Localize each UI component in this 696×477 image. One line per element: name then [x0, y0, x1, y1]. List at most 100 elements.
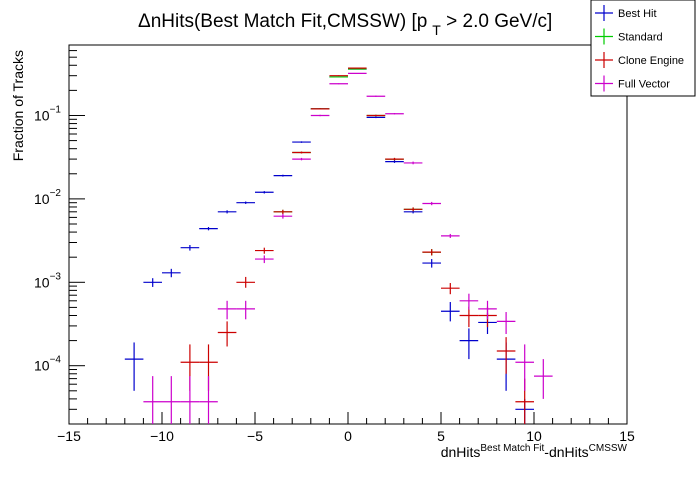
legend-entry: Full Vector	[595, 75, 670, 92]
data-point	[292, 151, 311, 154]
data-point	[236, 201, 255, 204]
data-point	[292, 157, 311, 161]
legend: Best Hit Standard Clone Engine Full Vector	[590, 0, 696, 97]
data-point	[348, 68, 367, 70]
data-point	[329, 75, 348, 77]
legend-entries: Best Hit Standard Clone Engine Full Vector	[595, 5, 684, 92]
data-point	[143, 278, 162, 287]
x-axis-label-sup1: Best Match Fit	[480, 443, 544, 454]
series-layer	[124, 67, 553, 424]
y-tick-label: 10−3	[34, 271, 61, 290]
data-point	[366, 114, 386, 117]
data-point	[180, 245, 200, 251]
x-tick-label: −5	[247, 428, 263, 444]
y-tick-base: 10	[34, 191, 50, 207]
legend-box	[590, 0, 696, 97]
data-point	[273, 174, 293, 177]
y-tick-exponent: −1	[50, 104, 62, 115]
x-tick-label: 5	[437, 428, 445, 444]
data-point	[366, 95, 386, 97]
legend-label: Standard	[618, 32, 663, 44]
data-point	[273, 209, 293, 214]
data-point	[236, 300, 255, 320]
chart-title-sub: T	[432, 22, 441, 38]
x-axis-label-mid: -dnHits	[544, 444, 588, 460]
data-point	[310, 108, 330, 110]
legend-label: Best Hit	[618, 8, 657, 20]
data-point	[441, 302, 460, 322]
data-point	[385, 113, 404, 115]
legend-entry: Standard	[595, 28, 663, 45]
data-point	[236, 276, 255, 288]
y-axis-label: Fraction of Tracks	[10, 50, 26, 161]
data-point	[217, 321, 237, 347]
legend-label: Clone Engine	[618, 55, 684, 67]
data-point	[255, 255, 274, 264]
data-point	[441, 283, 460, 295]
data-point	[162, 268, 181, 278]
data-point	[162, 376, 181, 424]
data-point	[329, 83, 348, 85]
data-point	[180, 376, 200, 424]
data-point	[385, 157, 404, 161]
data-point	[199, 376, 218, 424]
y-tick-exponent: −3	[50, 271, 62, 282]
x-axis-label-sup2: CMSSW	[589, 443, 628, 454]
y-tick-label: 10−1	[34, 104, 61, 123]
y-tick-base: 10	[34, 274, 50, 290]
data-point	[515, 344, 534, 391]
data-point	[292, 141, 311, 143]
data-point	[217, 300, 237, 320]
data-point	[143, 376, 162, 424]
x-tick-label: 0	[344, 428, 352, 444]
data-point	[329, 76, 348, 78]
data-point	[422, 259, 441, 268]
data-point	[422, 201, 441, 206]
x-tick-label: −15	[57, 428, 81, 444]
x-tick-label: 15	[619, 428, 635, 444]
chart-title-tail: > 2.0 GeV/c]	[441, 11, 552, 32]
x-axis-label-main: dnHits	[441, 444, 481, 460]
chart-title: ΔnHits(Best Match Fit,CMSSW) [p T > 2.0 G…	[138, 11, 552, 38]
data-point	[496, 337, 516, 374]
x-tick-label: −10	[150, 428, 174, 444]
data-point	[348, 67, 367, 69]
data-point	[199, 227, 218, 231]
data-point	[441, 233, 460, 238]
x-axis-label: dnHitsBest Match Fit-dnHitsCMSSW	[441, 443, 628, 460]
data-point	[310, 114, 330, 117]
data-point	[459, 293, 479, 310]
y-tick-label: 10−4	[34, 355, 61, 374]
y-tick-exponent: −4	[50, 355, 62, 366]
data-point	[385, 160, 404, 163]
data-point	[459, 328, 479, 360]
data-point	[366, 116, 386, 119]
data-point	[459, 306, 479, 328]
data-point	[273, 213, 293, 219]
series-full-vector	[143, 72, 553, 424]
chart-title-main: ΔnHits(Best Match Fit,CMSSW) [p	[138, 11, 427, 32]
data-point	[534, 359, 553, 399]
x-tick-label: 10	[526, 428, 542, 444]
legend-label: Full Vector	[618, 79, 670, 91]
data-point	[422, 249, 441, 256]
y-tick-exponent: −2	[50, 188, 62, 199]
data-point	[255, 247, 274, 254]
legend-entry: Clone Engine	[595, 52, 684, 68]
data-point	[496, 312, 516, 334]
data-point	[478, 300, 497, 320]
data-point	[217, 210, 237, 214]
y-tick-label: 10−2	[34, 188, 61, 207]
data-point	[403, 161, 423, 165]
data-point	[255, 191, 274, 194]
series-clone-engine	[180, 67, 534, 424]
data-point	[348, 72, 367, 74]
y-tick-base: 10	[34, 358, 50, 374]
legend-entry: Best Hit	[595, 5, 657, 21]
y-tick-base: 10	[34, 107, 50, 123]
data-point	[403, 207, 423, 212]
